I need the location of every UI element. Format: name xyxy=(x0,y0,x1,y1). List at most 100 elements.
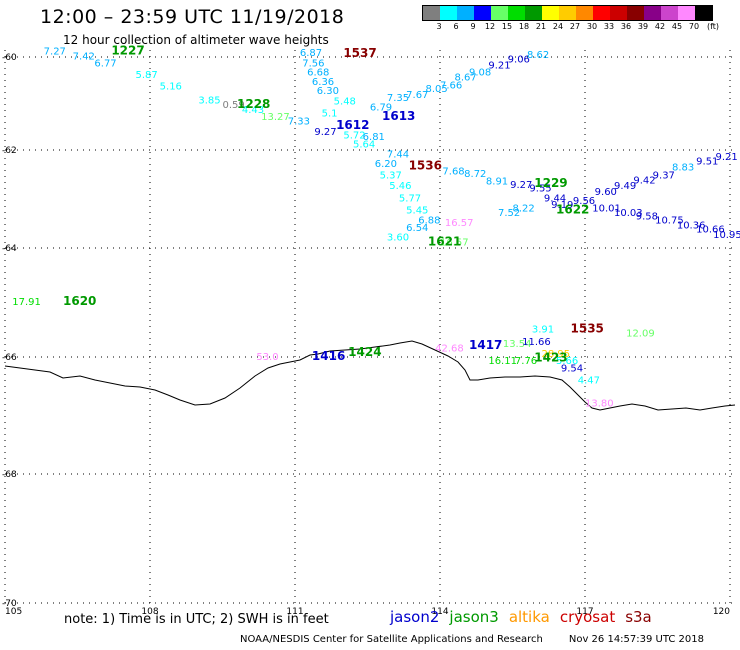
x-tick-label: 111 xyxy=(286,607,303,617)
axis-tick-labels: 105 108 111 114 117 120 -60 -62 -64 -66 -68 -70 xyxy=(2,53,730,617)
wave-height-value: 3.85 xyxy=(198,96,220,107)
wave-height-value: 5.72 xyxy=(343,130,365,141)
legend-label: 39 xyxy=(637,22,649,31)
wave-height-value: 5.45 xyxy=(406,206,428,217)
wave-height-value: 17.91 xyxy=(12,297,41,308)
wave-height-value: 7.44 xyxy=(387,149,409,160)
wave-height-value: 5.66 xyxy=(556,356,578,367)
wave-height-value: 10.66 xyxy=(696,224,725,235)
wave-height-value: 10.01 xyxy=(592,203,621,214)
wave-height-value: 9.08 xyxy=(469,68,491,79)
wave-height-value: 6.77 xyxy=(94,58,116,69)
satellite-jason3: jason3 xyxy=(449,608,499,626)
wave-height-value: 7.33 xyxy=(288,116,310,127)
wave-height-value: 28.95 xyxy=(542,349,571,360)
wave-height-value: 6.79 xyxy=(370,102,392,113)
wave-height-value: 13.54 xyxy=(503,339,532,350)
pass-time-label: 1423 xyxy=(534,351,567,365)
wave-height-value: 8.67 xyxy=(455,72,477,83)
legend-label: 27 xyxy=(569,22,581,31)
pass-time-label: 1536 xyxy=(409,159,442,173)
pass-time-label: 1535 xyxy=(571,321,604,335)
pass-time-label: 1227 xyxy=(111,44,144,58)
wave-height-value: 0.59 xyxy=(223,100,245,111)
legend-label: 45 xyxy=(671,22,683,31)
wave-height-value: 6.30 xyxy=(317,86,339,97)
wave-height-value: 3.91 xyxy=(532,324,554,335)
wave-height-value: 9.58 xyxy=(636,212,658,223)
legend-swatch xyxy=(423,6,440,20)
wave-height-value: 5.87 xyxy=(136,70,158,81)
wave-height-value: 12.09 xyxy=(626,328,655,339)
wave-height-value: 8.62 xyxy=(527,50,549,61)
legend-label: 6 xyxy=(453,22,459,31)
wave-height-value: 9.21 xyxy=(716,152,738,163)
legend-label: 21 xyxy=(535,22,547,31)
legend-label: 36 xyxy=(620,22,632,31)
pass-time-label: 1622 xyxy=(556,203,589,217)
legend-label: 15 xyxy=(501,22,513,31)
wave-height-value: 9.06 xyxy=(508,55,530,66)
legend-label: 30 xyxy=(586,22,598,31)
legend-swatch xyxy=(644,6,661,20)
wave-height-value: 6.20 xyxy=(375,159,397,170)
wave-height-value: 6.88 xyxy=(418,216,440,227)
wave-height-value: 7.52 xyxy=(498,208,520,219)
satellite-legend: jason2 jason3 altika cryosat s3a xyxy=(390,608,662,626)
x-tick-label: 114 xyxy=(431,607,448,617)
wave-height-value: 8.22 xyxy=(513,203,535,214)
graticule xyxy=(4,50,735,605)
wave-height-value: 7.68 xyxy=(442,167,464,178)
pass-time-label: 1621 xyxy=(428,235,461,249)
wave-height-value: 6.81 xyxy=(363,132,385,143)
legend-swatch xyxy=(491,6,508,20)
legend-swatch xyxy=(525,6,542,20)
wave-height-value: 4.43 xyxy=(242,105,264,116)
wave-height-value: 16.57 xyxy=(445,218,474,229)
legend-label: 42 xyxy=(654,22,666,31)
wave-height-value: 6.36 xyxy=(312,77,334,88)
wave-height-value: 10.03 xyxy=(614,208,643,219)
wave-height-value: 11.66 xyxy=(522,337,551,348)
wave-height-value: 9.55 xyxy=(529,184,551,195)
wave-height-value: 5.1 xyxy=(322,109,338,120)
legend-swatch xyxy=(474,6,491,20)
legend-swatch xyxy=(661,6,678,20)
y-tick-label: -64 xyxy=(2,244,17,254)
antarctic-coastline xyxy=(4,340,736,411)
y-tick-label: -62 xyxy=(2,146,17,156)
legend-swatch xyxy=(542,6,559,20)
page-subtitle: 12 hour collection of altimeter wave hei… xyxy=(63,33,329,47)
legend-swatch xyxy=(508,6,525,20)
legend-label: 33 xyxy=(603,22,615,31)
x-tick-label: 117 xyxy=(576,607,593,617)
wave-height-value: 3.60 xyxy=(387,233,409,244)
color-scale-bar xyxy=(422,5,713,21)
y-tick-label: -66 xyxy=(2,353,17,363)
generated-timestamp: Nov 26 14:57:39 UTC 2018 xyxy=(568,634,705,645)
legend-swatch xyxy=(627,6,644,20)
legend-swatch xyxy=(695,6,712,20)
legend-label: 9 xyxy=(470,22,476,31)
page-title: 12:00 – 23:59 UTC 11/19/2018 xyxy=(40,6,345,28)
legend-swatch xyxy=(576,6,593,20)
wave-height-value: 6.54 xyxy=(406,223,428,234)
x-tick-label: 108 xyxy=(141,607,158,617)
pass-time-label: 1416 xyxy=(312,349,345,363)
legend-swatch xyxy=(610,6,627,20)
wave-height-value: 5.37 xyxy=(380,170,402,181)
wave-height-value: 8.91 xyxy=(486,176,508,187)
wave-height-value: 7.27 xyxy=(44,47,66,58)
legend-swatch xyxy=(559,6,576,20)
wave-height-value: 9.37 xyxy=(653,170,675,181)
wave-height-value: 7.42 xyxy=(73,51,95,62)
pass-time-label: 1620 xyxy=(63,294,96,308)
y-tick-label: -60 xyxy=(2,53,17,63)
wave-height-value: 9.60 xyxy=(595,187,617,198)
wave-height-value: 9.51 xyxy=(696,157,718,168)
legend-label: 18 xyxy=(518,22,530,31)
y-tick-label: -70 xyxy=(2,599,17,609)
footnote: note: 1) Time is in UTC; 2) SWH is in fe… xyxy=(64,612,329,627)
